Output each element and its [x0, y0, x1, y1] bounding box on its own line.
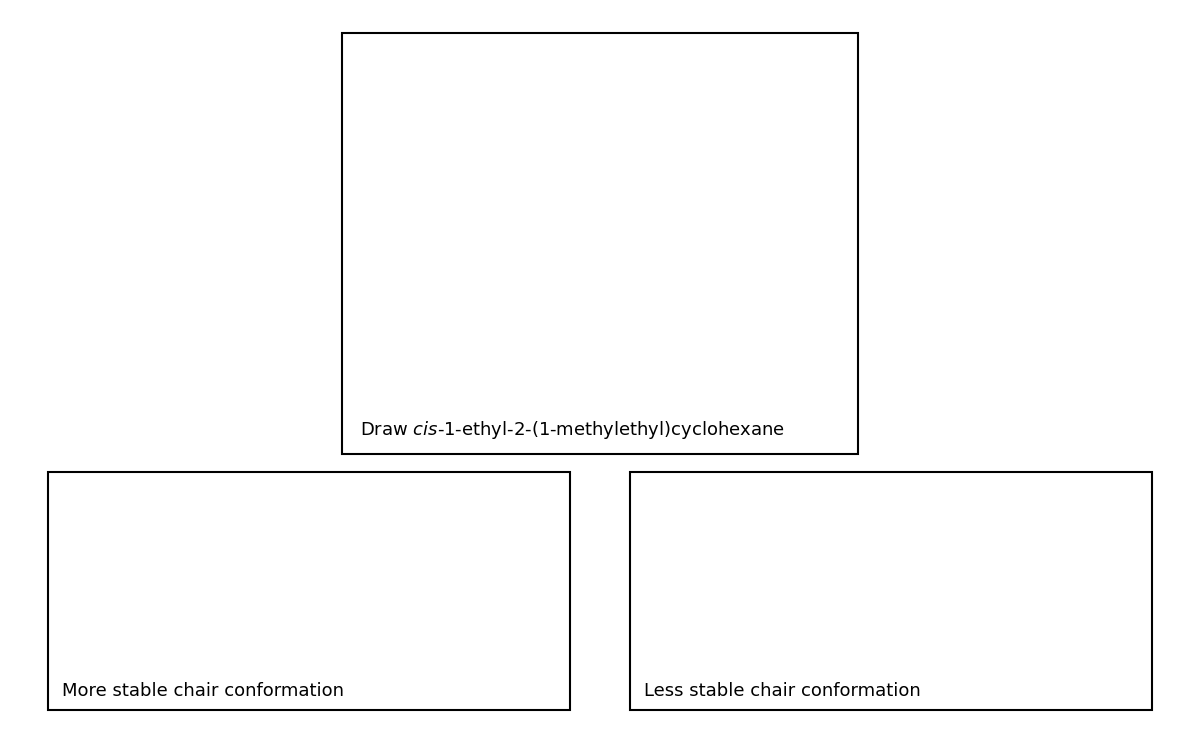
Text: Draw $\it{cis}$-1-ethyl-2-(1-methylethyl)cyclohexane: Draw $\it{cis}$-1-ethyl-2-(1-methylethyl…: [360, 419, 785, 441]
Bar: [630, 472, 1152, 710]
Bar: [48, 472, 570, 710]
Bar: [342, 33, 858, 454]
Text: Less stable chair conformation: Less stable chair conformation: [644, 681, 922, 700]
Text: More stable chair conformation: More stable chair conformation: [62, 681, 344, 700]
